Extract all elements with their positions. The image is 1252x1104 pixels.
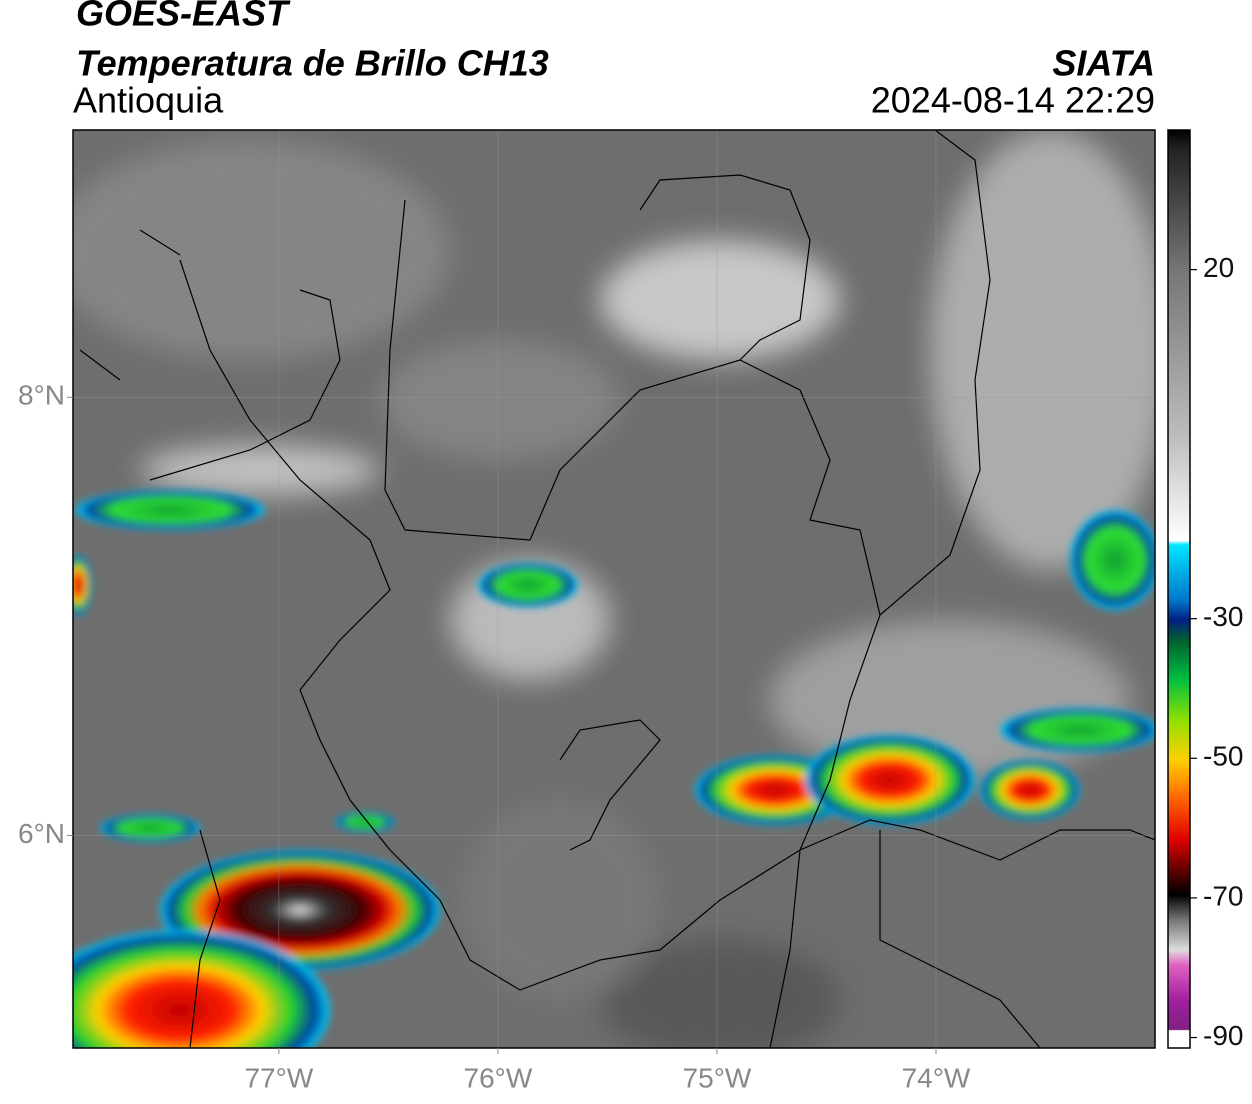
x-tick-label: 75°W xyxy=(683,1062,752,1093)
y-tick-label: 6°N xyxy=(18,818,65,849)
colorbar-tick-label: -30 xyxy=(1203,601,1243,632)
satellite-image xyxy=(73,130,1155,1048)
colorbar-tick-label: -70 xyxy=(1203,880,1243,911)
region: Antioquia xyxy=(73,80,224,121)
x-tick-label: 74°W xyxy=(902,1062,971,1093)
title: GOES-EAST xyxy=(76,0,291,34)
colorbar-tick-label: -50 xyxy=(1203,741,1243,772)
colorbar-tick-label: 20 xyxy=(1203,252,1234,283)
datetime: 2024-08-14 22:29 xyxy=(871,80,1155,121)
colorbar-tick-label: -90 xyxy=(1203,1020,1243,1051)
source: SIATA xyxy=(1052,43,1155,84)
graticule xyxy=(73,130,1155,1048)
map-frame xyxy=(72,129,1156,1049)
subtitle: Temperatura de Brillo CH13 xyxy=(76,43,549,84)
x-tick-label: 76°W xyxy=(464,1062,533,1093)
x-tick-label: 77°W xyxy=(244,1062,313,1093)
colorbar xyxy=(1167,129,1191,1049)
y-tick-label: 8°N xyxy=(18,380,65,411)
